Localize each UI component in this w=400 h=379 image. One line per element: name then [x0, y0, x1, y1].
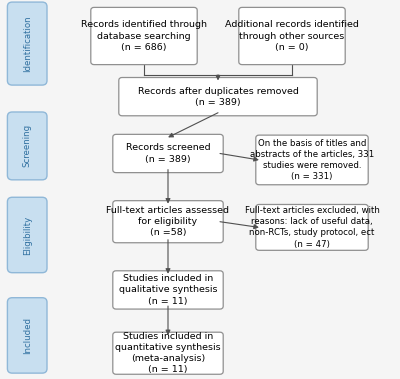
Text: Full-text articles assessed
for eligibility
(n =58): Full-text articles assessed for eligibil…: [106, 206, 230, 237]
FancyBboxPatch shape: [8, 197, 47, 273]
FancyBboxPatch shape: [256, 205, 368, 250]
FancyBboxPatch shape: [239, 7, 345, 65]
FancyBboxPatch shape: [91, 7, 197, 65]
FancyBboxPatch shape: [8, 2, 47, 85]
Text: Identification: Identification: [23, 15, 32, 72]
Text: Studies included in
quantitative synthesis
(meta-analysis)
(n = 11): Studies included in quantitative synthes…: [115, 332, 221, 374]
FancyBboxPatch shape: [113, 135, 223, 173]
Text: Included: Included: [23, 317, 32, 354]
FancyBboxPatch shape: [113, 271, 223, 309]
Text: Records after duplicates removed
(n = 389): Records after duplicates removed (n = 38…: [138, 86, 298, 107]
FancyBboxPatch shape: [119, 78, 317, 116]
Text: Studies included in
qualitative synthesis
(n = 11): Studies included in qualitative synthesi…: [119, 274, 217, 305]
FancyBboxPatch shape: [113, 332, 223, 374]
FancyBboxPatch shape: [8, 112, 47, 180]
Text: Full-text articles excluded, with
reasons: lack of useful data,
non-RCTs, study : Full-text articles excluded, with reason…: [244, 206, 380, 249]
Text: Records identified through
database searching
(n = 686): Records identified through database sear…: [81, 20, 207, 52]
FancyBboxPatch shape: [256, 135, 368, 185]
Text: On the basis of titles and
abstracts of the articles, 331
studies were removed.
: On the basis of titles and abstracts of …: [250, 139, 374, 181]
Text: Eligibility: Eligibility: [23, 215, 32, 255]
Text: Screening: Screening: [23, 124, 32, 168]
FancyBboxPatch shape: [113, 201, 223, 243]
Text: Records screened
(n = 389): Records screened (n = 389): [126, 143, 210, 164]
Text: Additional records identified
through other sources
(n = 0): Additional records identified through ot…: [225, 20, 359, 52]
FancyBboxPatch shape: [8, 298, 47, 373]
